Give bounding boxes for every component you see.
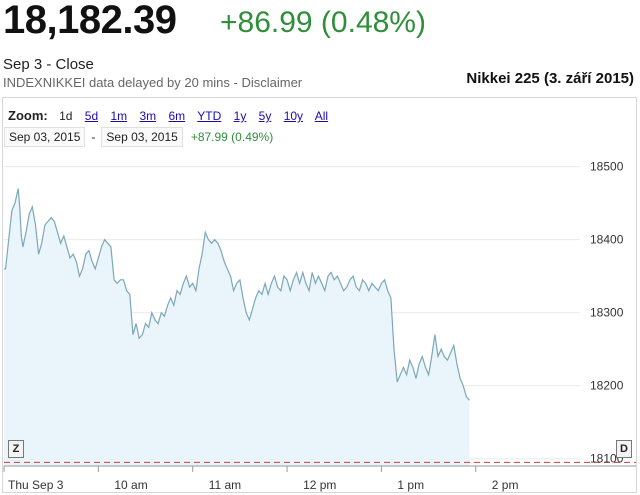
zoom-option-1d[interactable]: 1d xyxy=(59,109,73,123)
price-area xyxy=(4,188,470,466)
range-start-field[interactable]: Sep 03, 2015 xyxy=(4,127,86,147)
zoom-reset-button[interactable]: Z xyxy=(8,440,24,458)
y-tick-label: 18400 xyxy=(590,233,624,247)
zoom-option-5d[interactable]: 5d xyxy=(84,109,99,123)
y-axis-labels: 18500 18400 18300 18200 18100 xyxy=(590,160,624,466)
zoom-option-all[interactable]: All xyxy=(314,109,329,123)
data-delay-text: INDEXNIKKEI data delayed by 20 mins - xyxy=(3,75,242,90)
image-caption: Nikkei 225 (3. září 2015) xyxy=(466,70,634,87)
index-price: 18,182.39 xyxy=(3,0,177,42)
y-tick-label: 18300 xyxy=(590,306,624,320)
zoom-option-3m[interactable]: 3m xyxy=(139,109,157,123)
range-change: +87.99 (0.49%) xyxy=(190,130,274,144)
zoom-label: Zoom: xyxy=(8,108,48,123)
range-separator: - xyxy=(91,130,96,144)
zoom-toolbar: Zoom: 1d 5d 1m 3m 6m YTD 1y 5y 10y All xyxy=(8,108,337,123)
x-tick-label: 1 pm xyxy=(397,478,424,492)
date-range-row: Sep 03, 2015 - Sep 03, 2015 +87.99 (0.49… xyxy=(4,127,273,147)
zoom-option-1m[interactable]: 1m xyxy=(110,109,128,123)
y-tick-label: 18500 xyxy=(590,160,624,174)
x-tick-label: 10 am xyxy=(114,478,147,492)
x-axis-labels: Thu Sep 3 10 am 11 am 12 pm 1 pm 2 pm xyxy=(3,466,519,492)
disclaimer-link[interactable]: Disclaimer xyxy=(241,75,303,90)
close-label: Sep 3 - Close xyxy=(3,56,94,73)
range-end-field[interactable]: Sep 03, 2015 xyxy=(101,127,183,147)
zoom-option-1y[interactable]: 1y xyxy=(233,109,247,123)
zoom-option-5y[interactable]: 5y xyxy=(258,109,272,123)
zoom-option-ytd[interactable]: YTD xyxy=(197,109,222,123)
chart-frame xyxy=(2,97,637,493)
price-change: +86.99 (0.48%) xyxy=(220,6,426,39)
zoom-option-10y[interactable]: 10y xyxy=(283,109,304,123)
data-delay-notice: INDEXNIKKEI data delayed by 20 mins - Di… xyxy=(3,75,302,90)
x-tick-label: 12 pm xyxy=(303,478,336,492)
x-tick-label: 2 pm xyxy=(492,478,519,492)
drag-handle-button[interactable]: D xyxy=(616,440,632,458)
x-tick-label: Thu Sep 3 xyxy=(8,478,64,492)
y-tick-label: 18200 xyxy=(590,379,624,393)
zoom-option-6m[interactable]: 6m xyxy=(168,109,186,123)
y-tick-label: 18100 xyxy=(590,452,624,466)
x-tick-label: 11 am xyxy=(209,478,241,492)
price-line xyxy=(4,188,470,401)
